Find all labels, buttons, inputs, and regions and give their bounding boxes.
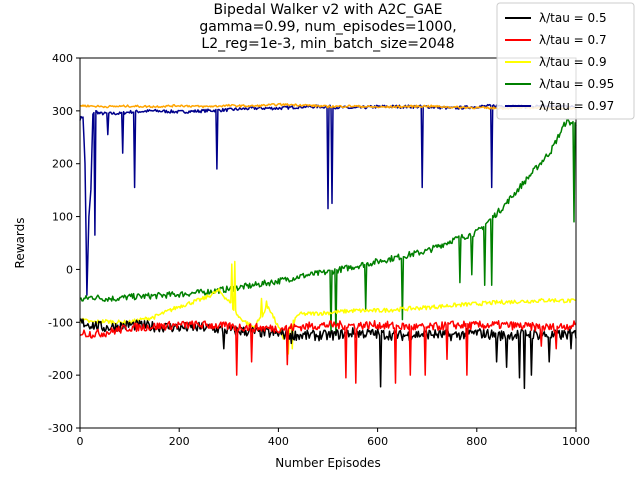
y-axis-label: Rewards — [13, 218, 27, 269]
legend-label: λ/tau = 0.9 — [539, 55, 607, 69]
chart-title-line-1: Bipedal Walker v2 with A2C_GAE — [214, 2, 443, 18]
legend-label: λ/tau = 0.95 — [539, 77, 614, 91]
y-tick-label: -300 — [48, 422, 73, 435]
legend: λ/tau = 0.5 λ/tau = 0.7 λ/tau = 0.9 λ/tau =… — [496, 2, 635, 120]
chart-title: Bipedal Walker v2 with A2C_GAE gamma=0.9… — [199, 2, 456, 52]
plot-lines — [79, 102, 577, 390]
y-tick-label: 300 — [52, 105, 73, 118]
x-axis-label: Number Episodes — [275, 456, 380, 470]
y-tick-label: -100 — [48, 316, 73, 329]
series-line-0 — [79, 318, 577, 390]
series-line-3 — [79, 118, 577, 337]
series-line-1 — [79, 320, 577, 384]
legend-label: λ/tau = 0.7 — [539, 33, 607, 47]
y-tick-label: 200 — [52, 158, 73, 171]
x-tick-label: 400 — [268, 435, 289, 448]
legend-label: λ/tau = 0.97 — [539, 99, 614, 113]
x-tick-label: 1000 — [562, 435, 590, 448]
x-axis: 0 200 400 600 800 1000 — [77, 428, 590, 448]
x-tick-label: 800 — [466, 435, 487, 448]
x-tick-label: 200 — [169, 435, 190, 448]
y-tick-label: 100 — [52, 211, 73, 224]
series-line-2 — [79, 260, 577, 355]
y-tick-label: 400 — [52, 52, 73, 65]
x-tick-label: 600 — [367, 435, 388, 448]
x-tick-label: 0 — [77, 435, 84, 448]
series-line-4 — [79, 103, 577, 296]
legend-box — [496, 2, 635, 120]
y-tick-label: -200 — [48, 369, 73, 382]
series-line-5 — [79, 102, 577, 110]
plot-frame — [79, 57, 577, 429]
chart-title-line-2: gamma=0.99, num_episodes=1000, — [199, 19, 456, 35]
y-tick-label: 0 — [66, 263, 73, 276]
chart-title-line-3: L2_reg=1e-3, min_batch_size=2048 — [201, 36, 454, 52]
legend-label: λ/tau = 0.5 — [539, 11, 607, 25]
y-axis: -300 -200 -100 0 100 200 300 400 — [48, 52, 80, 435]
